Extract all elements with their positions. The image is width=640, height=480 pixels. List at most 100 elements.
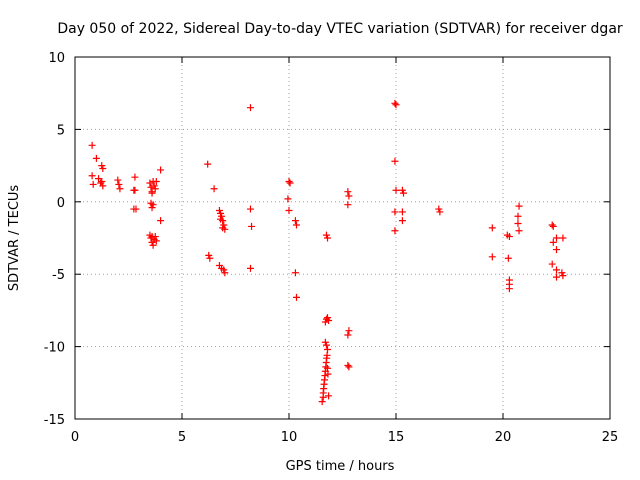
y-tick-label: -10: [44, 341, 65, 356]
data-point: [115, 180, 123, 188]
data-point: [219, 224, 227, 232]
data-point: [391, 99, 399, 107]
data-point: [391, 208, 399, 216]
grid: [75, 57, 610, 419]
data-point: [116, 185, 124, 193]
x-tick-label: 15: [388, 430, 405, 445]
plot-frame: [74, 56, 611, 420]
chart-title: Day 050 of 2022, Sidereal Day-to-day VTE…: [57, 21, 623, 37]
data-point: [345, 363, 353, 371]
data-point: [436, 208, 444, 216]
data-point: [559, 272, 567, 280]
data-point: [152, 237, 160, 245]
data-point: [292, 293, 300, 301]
data-point: [505, 233, 513, 241]
data-point: [152, 178, 160, 186]
data-point: [157, 217, 165, 225]
x-tick-label: 20: [495, 430, 512, 445]
data-point: [149, 241, 157, 249]
data-point: [92, 154, 100, 162]
data-point: [204, 160, 212, 168]
data-point: [132, 205, 140, 213]
data-point: [345, 327, 353, 335]
data-point: [391, 227, 399, 235]
data-point: [151, 185, 159, 193]
data-point: [344, 201, 352, 209]
data-point: [515, 202, 523, 210]
data-point: [515, 227, 523, 235]
data-point: [157, 166, 165, 174]
data-point: [345, 192, 353, 200]
data-point: [98, 178, 106, 186]
data-point: [206, 254, 214, 262]
data-point: [391, 157, 399, 165]
data-point: [131, 186, 139, 194]
data-point: [324, 345, 332, 353]
data-point: [217, 215, 225, 223]
data-point: [344, 188, 352, 196]
y-tick-label: 0: [57, 196, 65, 211]
data-point: [285, 206, 293, 214]
x-tick-label: 0: [71, 430, 79, 445]
y-axis-label: SDTVAR / TECUs: [7, 185, 22, 292]
data-point: [322, 341, 330, 349]
x-tick-label: 10: [281, 430, 298, 445]
data-point: [246, 104, 254, 112]
data-point: [149, 201, 157, 209]
data-point: [559, 234, 567, 242]
y-tick-label: -5: [52, 268, 65, 283]
data-point: [88, 172, 96, 180]
data-point: [131, 173, 139, 181]
data-point: [99, 164, 107, 172]
data-point: [504, 254, 512, 262]
x-axis-label: GPS time / hours: [286, 459, 395, 474]
data-point: [505, 285, 513, 293]
data-point: [292, 221, 300, 229]
data-point: [399, 189, 407, 197]
data-point: [549, 238, 557, 246]
data-point: [553, 234, 560, 242]
y-axis-tick-labels: -15 -10 -5 0 5 10: [44, 51, 65, 428]
x-axis-tick-labels: 0 5 10 15 20 25: [71, 430, 618, 445]
data-point: [246, 205, 254, 213]
data-point: [285, 178, 293, 186]
data-point: [325, 317, 333, 325]
data-point: [147, 183, 155, 191]
x-tick-label: 25: [602, 430, 619, 445]
data-point: [514, 220, 522, 228]
data-point: [99, 182, 107, 190]
data-point: [114, 176, 122, 184]
data-point: [344, 331, 352, 339]
data-point: [553, 273, 560, 281]
data-point: [398, 208, 406, 216]
data-point: [148, 189, 156, 197]
data-point: [88, 141, 96, 149]
data-point: [318, 398, 326, 406]
data-point: [146, 179, 154, 187]
data-point: [89, 180, 97, 188]
data-point: [344, 361, 352, 369]
data-point: [291, 269, 299, 277]
data-point: [488, 253, 496, 261]
data-point: [549, 222, 557, 230]
data-point: [548, 221, 556, 229]
y-tick-label: 10: [48, 51, 65, 66]
data-point: [548, 260, 556, 268]
data-point: [284, 195, 292, 203]
data-point: [398, 217, 406, 225]
data-point: [246, 264, 254, 272]
data-point: [324, 234, 332, 242]
data-point: [148, 233, 156, 241]
data-point: [324, 370, 332, 378]
data-point: [553, 266, 560, 274]
data-point: [488, 224, 496, 232]
data-point: [147, 234, 155, 242]
data-points: [88, 99, 567, 406]
data-point: [325, 392, 333, 400]
data-point: [210, 185, 218, 193]
data-point: [392, 186, 400, 194]
data-point: [514, 212, 522, 220]
data-point: [286, 179, 294, 187]
data-point: [553, 246, 560, 254]
